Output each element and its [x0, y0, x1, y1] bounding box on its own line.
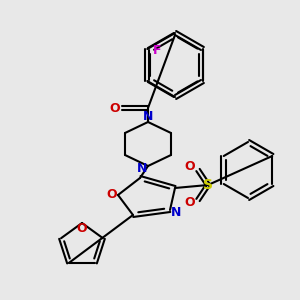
Text: O: O — [107, 188, 117, 202]
Text: N: N — [143, 110, 153, 124]
Text: O: O — [77, 221, 87, 235]
Text: N: N — [171, 206, 181, 218]
Text: O: O — [110, 101, 120, 115]
Text: S: S — [203, 178, 213, 192]
Text: O: O — [185, 160, 195, 173]
Text: O: O — [185, 196, 195, 209]
Text: F: F — [153, 44, 161, 56]
Text: N: N — [137, 163, 147, 176]
